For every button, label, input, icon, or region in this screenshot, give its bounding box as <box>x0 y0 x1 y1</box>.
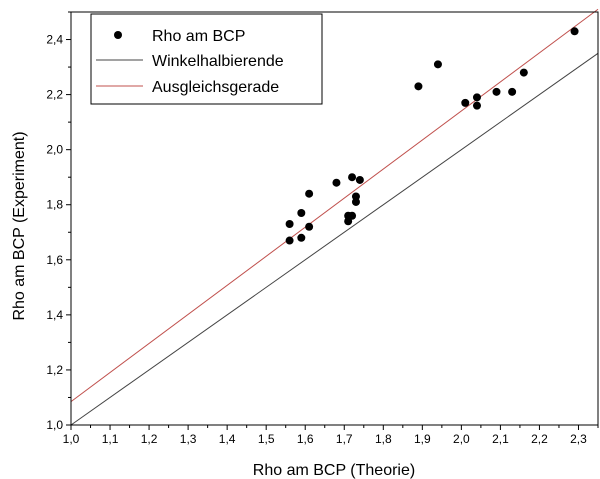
legend-marker-rho <box>114 31 122 39</box>
x-tick-label: 2,0 <box>453 432 470 446</box>
y-axis-title: Rho am BCP (Experiment) <box>11 131 28 320</box>
x-tick-label: 1,2 <box>141 432 158 446</box>
x-tick-label: 1,6 <box>297 432 314 446</box>
y-tick-label: 1,6 <box>46 253 63 267</box>
y-tick-label: 1,0 <box>46 418 63 432</box>
series-line-winkelhalbierende <box>70 52 599 426</box>
plot-frame <box>70 11 599 426</box>
x-axis-title: Rho am BCP (Theorie) <box>253 462 415 479</box>
data-point <box>492 87 501 96</box>
legend-label-rho: Rho am BCP <box>152 28 245 45</box>
y-tick-label: 1,2 <box>46 363 63 377</box>
data-point <box>305 222 314 231</box>
data-point <box>355 175 364 184</box>
axes: 1,0 1,1 1,2 1,3 1,4 1,5 1,6 1,7 1,8 1,9 2,0 2,1 2,2 2… <box>46 11 599 446</box>
y-tick-label: 1,8 <box>46 198 63 212</box>
y-tick-label: 2,0 <box>46 143 63 157</box>
data-point <box>570 27 579 36</box>
data-point <box>461 98 470 107</box>
data-point <box>297 208 306 217</box>
x-tick-label: 2,3 <box>570 432 587 446</box>
series-line-ausgleichsgerade <box>70 8 599 402</box>
x-tick-label: 1,8 <box>375 432 392 446</box>
data-point <box>348 173 357 182</box>
x-tick-label: 1,1 <box>102 432 119 446</box>
data-point <box>414 82 423 91</box>
data-point <box>332 178 341 187</box>
x-tick-label: 1,4 <box>219 432 236 446</box>
data-point <box>433 60 442 69</box>
data-point <box>351 192 360 201</box>
x-tick-label: 1,0 <box>63 432 80 446</box>
x-tick-label: 2,1 <box>492 432 509 446</box>
data-point <box>508 87 517 96</box>
data-point <box>519 68 528 77</box>
legend-label-ausgleichsgerade: Ausgleichsgerade <box>152 79 279 96</box>
x-tick-label: 1,3 <box>180 432 197 446</box>
data-point <box>348 211 357 220</box>
data-point <box>297 233 306 242</box>
series-lines <box>70 8 599 426</box>
legend-label-winkelhalbierende: Winkelhalbierende <box>152 53 284 70</box>
data-point <box>305 189 314 198</box>
data-point <box>472 101 481 110</box>
x-tick-label: 1,9 <box>414 432 431 446</box>
x-tick-label: 2,2 <box>531 432 548 446</box>
legend-box <box>90 13 323 105</box>
scatter-points <box>285 27 579 245</box>
data-point <box>285 236 294 245</box>
x-tick-label: 1,5 <box>258 432 275 446</box>
x-tick-label: 1,7 <box>336 432 353 446</box>
data-point <box>472 93 481 102</box>
legend: Rho am BCP Winkelhalbierende Ausgleichsg… <box>90 13 323 105</box>
y-tick-label: 2,4 <box>46 33 63 47</box>
y-tick-label: 2,2 <box>46 88 63 102</box>
y-tick-label: 1,4 <box>46 308 63 322</box>
data-point <box>285 220 294 229</box>
data-point <box>351 197 360 206</box>
